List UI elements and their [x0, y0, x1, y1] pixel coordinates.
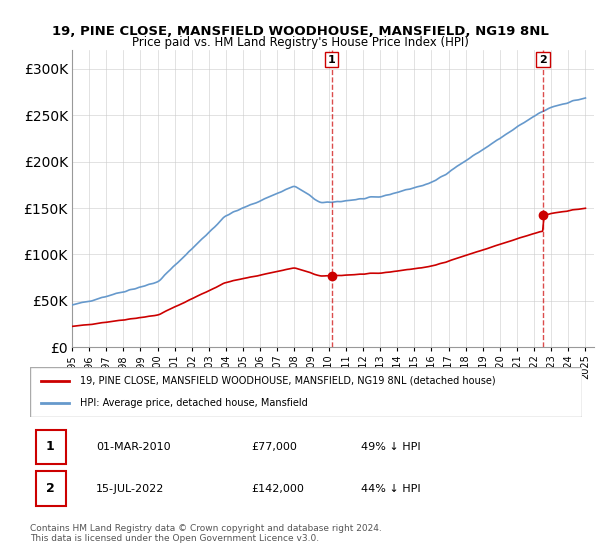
Text: 15-JUL-2022: 15-JUL-2022 — [96, 483, 164, 493]
Text: Price paid vs. HM Land Registry's House Price Index (HPI): Price paid vs. HM Land Registry's House … — [131, 36, 469, 49]
Text: 19, PINE CLOSE, MANSFIELD WOODHOUSE, MANSFIELD, NG19 8NL (detached house): 19, PINE CLOSE, MANSFIELD WOODHOUSE, MAN… — [80, 376, 496, 386]
FancyBboxPatch shape — [35, 430, 66, 464]
Text: 2: 2 — [46, 482, 55, 495]
Text: 44% ↓ HPI: 44% ↓ HPI — [361, 483, 421, 493]
Text: 1: 1 — [328, 55, 335, 64]
Text: 19, PINE CLOSE, MANSFIELD WOODHOUSE, MANSFIELD, NG19 8NL: 19, PINE CLOSE, MANSFIELD WOODHOUSE, MAN… — [52, 25, 548, 38]
Text: 2: 2 — [539, 55, 547, 64]
FancyBboxPatch shape — [30, 367, 582, 417]
Text: £77,000: £77,000 — [251, 442, 296, 452]
Text: 49% ↓ HPI: 49% ↓ HPI — [361, 442, 421, 452]
Text: Contains HM Land Registry data © Crown copyright and database right 2024.
This d: Contains HM Land Registry data © Crown c… — [30, 524, 382, 543]
FancyBboxPatch shape — [325, 52, 338, 67]
Text: HPI: Average price, detached house, Mansfield: HPI: Average price, detached house, Mans… — [80, 398, 307, 408]
Text: 01-MAR-2010: 01-MAR-2010 — [96, 442, 171, 452]
Text: 1: 1 — [46, 440, 55, 453]
FancyBboxPatch shape — [35, 472, 66, 506]
FancyBboxPatch shape — [536, 52, 550, 67]
Text: £142,000: £142,000 — [251, 483, 304, 493]
